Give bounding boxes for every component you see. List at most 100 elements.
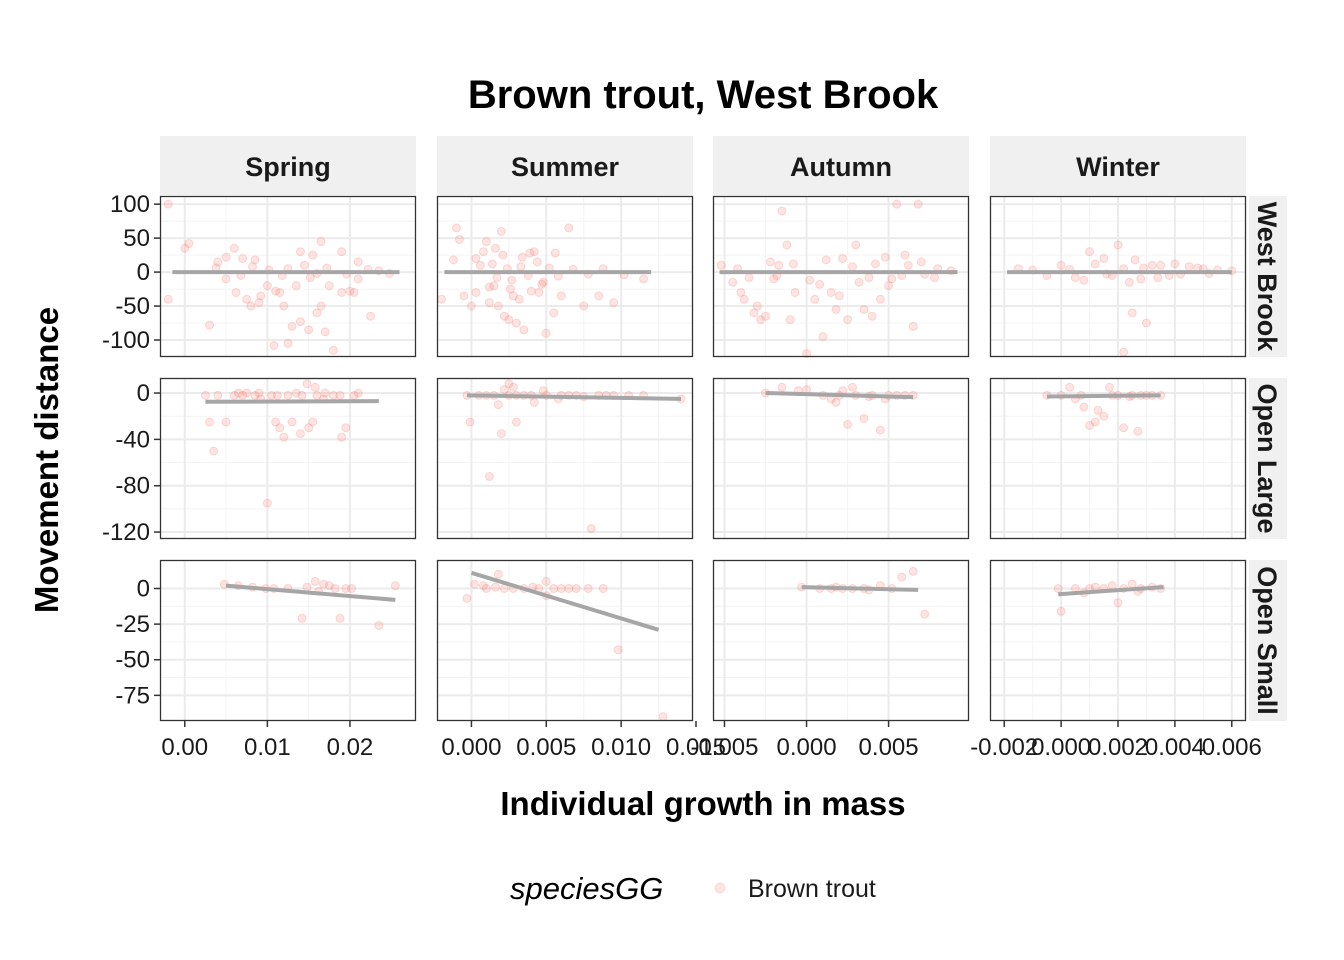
data-point	[1065, 382, 1075, 392]
data-point	[1056, 260, 1066, 270]
data-point	[854, 277, 864, 287]
data-point	[908, 321, 918, 331]
data-point	[462, 593, 472, 603]
data-point	[504, 379, 514, 389]
data-point	[1141, 318, 1151, 328]
data-point	[1170, 259, 1180, 269]
data-point	[875, 425, 885, 435]
data-point	[341, 583, 351, 593]
data-point	[466, 301, 476, 311]
data-point	[353, 274, 363, 284]
panel-background	[713, 196, 969, 357]
data-point	[316, 301, 326, 311]
data-point	[728, 277, 738, 287]
data-point	[471, 287, 481, 297]
x-tick-label: 0.000	[777, 734, 837, 761]
data-point	[272, 390, 282, 400]
data-point	[508, 382, 518, 392]
data-point	[481, 583, 491, 593]
data-point	[1085, 420, 1095, 430]
data-point	[790, 287, 800, 297]
panel-border	[989, 195, 1247, 358]
x-tick-label: 0.00	[161, 734, 208, 761]
data-point	[337, 432, 347, 442]
data-point	[302, 379, 312, 389]
data-point	[821, 255, 831, 265]
panel-west-brook-winter	[989, 195, 1247, 358]
panel-border	[989, 559, 1247, 722]
data-point	[304, 325, 314, 335]
data-point	[916, 257, 926, 267]
data-point	[304, 423, 314, 433]
data-point	[337, 287, 347, 297]
strip-label-spring: Spring	[245, 152, 331, 182]
panel-west-brook-summer	[436, 195, 694, 358]
data-point	[233, 388, 243, 398]
data-point	[250, 390, 260, 400]
panel-border	[989, 377, 1247, 540]
data-point	[262, 498, 272, 508]
data-point	[250, 255, 260, 265]
strip-label-summer: Summer	[511, 152, 620, 182]
data-point	[903, 260, 913, 270]
data-point	[859, 414, 869, 424]
data-point	[867, 311, 877, 321]
data-point	[205, 417, 215, 427]
panel-open-small-autumn	[712, 559, 970, 722]
data-point	[505, 284, 515, 294]
data-point	[229, 243, 239, 253]
data-point	[271, 417, 281, 427]
y-tick-label: -100	[102, 327, 150, 354]
data-point	[1053, 583, 1063, 593]
trend-line	[1058, 585, 1164, 597]
data-point	[538, 277, 548, 287]
data-point	[254, 298, 264, 308]
y-tick-label: -50	[115, 647, 150, 674]
data-point	[880, 252, 890, 262]
strip-label-west-brook: West Brook	[1252, 202, 1282, 353]
data-point	[739, 294, 749, 304]
y-tick-label: 0	[137, 259, 150, 286]
data-point	[1119, 423, 1129, 433]
panel-west-brook-spring	[159, 195, 417, 358]
data-point	[1136, 274, 1146, 284]
data-point	[341, 423, 351, 433]
panel-background	[437, 560, 693, 721]
facet-panels: Spring Summer Autumn Winter West Brook Open L…	[102, 136, 1287, 761]
data-point	[324, 581, 334, 591]
data-point	[269, 340, 279, 350]
data-point	[492, 273, 502, 283]
panel-border	[159, 195, 417, 358]
data-point	[180, 243, 190, 253]
data-point	[246, 301, 256, 311]
y-tick-label: -25	[115, 611, 150, 638]
data-point	[300, 260, 310, 270]
data-point	[238, 253, 248, 263]
data-point	[490, 243, 500, 253]
data-point	[785, 315, 795, 325]
data-point	[308, 417, 318, 427]
data-point	[1093, 405, 1103, 415]
data-point	[884, 281, 894, 291]
data-point	[291, 388, 301, 398]
data-point	[283, 338, 293, 348]
panel-open-large-autumn	[712, 377, 970, 540]
legend-key-brown-trout	[714, 882, 726, 894]
data-point	[550, 248, 560, 258]
data-point	[526, 286, 536, 296]
data-point	[826, 287, 836, 297]
x-tick-label: -0.005	[690, 734, 758, 761]
x-tick-label: -0.002	[970, 734, 1038, 761]
data-point	[279, 432, 289, 442]
data-point	[1133, 426, 1143, 436]
data-point	[465, 417, 475, 427]
data-point	[583, 583, 593, 593]
data-point	[1130, 255, 1140, 265]
data-point	[493, 569, 503, 579]
data-point	[200, 390, 210, 400]
y-tick-label: 100	[110, 191, 150, 218]
data-point	[782, 240, 792, 250]
data-point	[1090, 417, 1100, 427]
data-point	[205, 320, 215, 330]
data-point	[564, 583, 574, 593]
